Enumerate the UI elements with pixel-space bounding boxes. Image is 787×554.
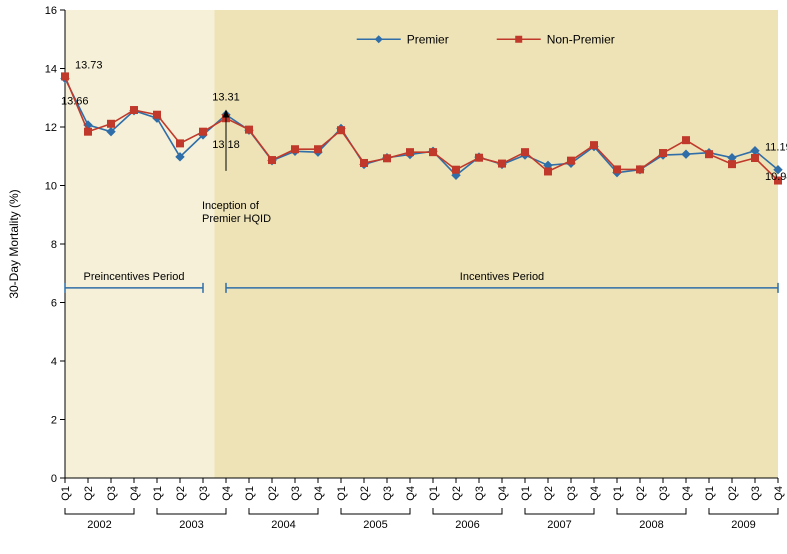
svg-text:Q1: Q1 xyxy=(520,486,532,501)
svg-text:Incentives Period: Incentives Period xyxy=(460,271,544,283)
svg-text:Q2: Q2 xyxy=(359,486,371,501)
svg-text:Q3: Q3 xyxy=(750,486,762,501)
svg-text:Q2: Q2 xyxy=(451,486,463,501)
svg-text:Q1: Q1 xyxy=(428,486,440,501)
svg-text:Q3: Q3 xyxy=(106,486,118,501)
svg-text:Q4: Q4 xyxy=(221,486,233,501)
svg-text:Q3: Q3 xyxy=(290,486,302,501)
svg-text:13.73: 13.73 xyxy=(75,59,103,71)
svg-text:Q4: Q4 xyxy=(313,486,325,501)
svg-text:Q1: Q1 xyxy=(244,486,256,501)
svg-text:Premier HQID: Premier HQID xyxy=(202,213,271,225)
svg-text:13.66: 13.66 xyxy=(61,95,89,107)
svg-text:Q1: Q1 xyxy=(612,486,624,501)
svg-text:Q3: Q3 xyxy=(566,486,578,501)
svg-text:Q3: Q3 xyxy=(474,486,486,501)
mortality-chart: 0 2 4 6 8 10 12 14 16 30-Day Mortality (%) Q1 Q2 Q3 Q… xyxy=(0,0,787,554)
svg-text:Q1: Q1 xyxy=(704,486,716,501)
svg-text:2002: 2002 xyxy=(87,519,111,531)
svg-text:2006: 2006 xyxy=(455,519,479,531)
svg-text:Q4: Q4 xyxy=(497,486,509,501)
svg-text:14: 14 xyxy=(45,64,57,76)
svg-text:6: 6 xyxy=(51,298,57,310)
svg-text:11.19: 11.19 xyxy=(765,142,787,154)
svg-text:Non-Premier: Non-Premier xyxy=(547,32,615,46)
svg-text:10.94: 10.94 xyxy=(765,171,787,183)
svg-text:2004: 2004 xyxy=(271,519,295,531)
svg-text:Q4: Q4 xyxy=(589,486,601,501)
svg-text:4: 4 xyxy=(51,356,57,368)
svg-text:Q1: Q1 xyxy=(60,486,72,501)
svg-text:Q2: Q2 xyxy=(727,486,739,501)
svg-text:2007: 2007 xyxy=(547,519,571,531)
svg-text:Q4: Q4 xyxy=(773,486,785,501)
svg-text:2: 2 xyxy=(51,415,57,427)
svg-text:Q1: Q1 xyxy=(336,486,348,501)
svg-text:12: 12 xyxy=(45,122,57,134)
svg-text:Q2: Q2 xyxy=(83,486,95,501)
svg-text:13.31: 13.31 xyxy=(212,92,240,104)
svg-text:Q2: Q2 xyxy=(543,486,555,501)
svg-text:Q3: Q3 xyxy=(198,486,210,501)
svg-text:Q2: Q2 xyxy=(267,486,279,501)
y-axis-label: 30-Day Mortality (%) xyxy=(7,189,21,298)
svg-text:Q2: Q2 xyxy=(635,486,647,501)
svg-text:16: 16 xyxy=(45,5,57,17)
svg-text:Q2: Q2 xyxy=(175,486,187,501)
svg-text:Preincentives Period: Preincentives Period xyxy=(84,271,185,283)
svg-text:Q1: Q1 xyxy=(152,486,164,501)
svg-text:2009: 2009 xyxy=(731,519,755,531)
svg-text:Inception of: Inception of xyxy=(202,200,260,212)
svg-text:8: 8 xyxy=(51,239,57,251)
svg-text:Premier: Premier xyxy=(407,32,449,46)
svg-text:2005: 2005 xyxy=(363,519,387,531)
svg-text:Q4: Q4 xyxy=(405,486,417,501)
svg-text:Q4: Q4 xyxy=(129,486,141,501)
svg-text:Q4: Q4 xyxy=(681,486,693,501)
chart-svg: 0 2 4 6 8 10 12 14 16 30-Day Mortality (%) Q1 Q2 Q3 Q… xyxy=(0,0,787,554)
svg-text:Q3: Q3 xyxy=(382,486,394,501)
svg-text:2003: 2003 xyxy=(179,519,203,531)
svg-text:Q3: Q3 xyxy=(658,486,670,501)
svg-text:10: 10 xyxy=(45,181,57,193)
svg-text:2008: 2008 xyxy=(639,519,663,531)
svg-text:0: 0 xyxy=(51,473,57,485)
